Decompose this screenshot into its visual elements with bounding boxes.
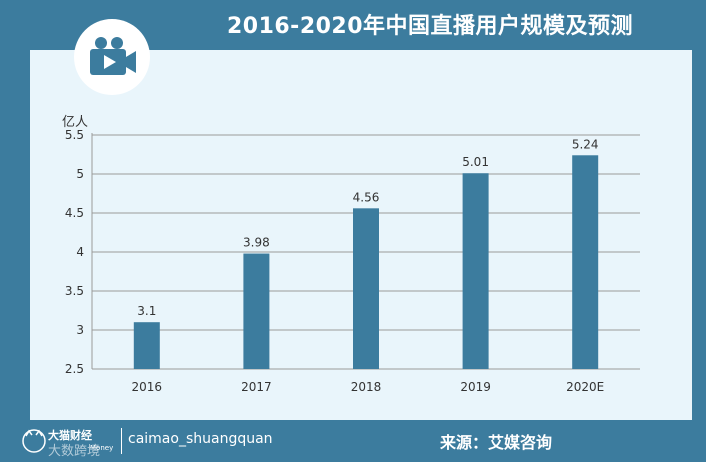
x-tick-label: 2019 [460,380,491,394]
bar [353,208,379,369]
brand-logo: 大猫财经 Money 大数跨境 [8,422,120,460]
x-tick-label: 2016 [132,380,163,394]
data-label: 5.01 [462,155,489,169]
bar [462,173,489,369]
y-tick-label: 5.5 [65,128,84,142]
page-title: 2016-2020年中国直播用户规模及预测 [226,14,634,39]
video-camera-icon [74,19,150,95]
data-label: 4.56 [353,190,380,204]
bar [572,155,599,369]
y-tick-label: 3 [76,323,84,337]
account-name: caimao_shuangquan [128,431,273,447]
watermark-text: 大数跨境 [48,444,100,459]
data-label: 5.24 [572,137,599,151]
y-tick-label: 5 [76,167,84,181]
x-tick-label: 2020E [566,380,604,394]
y-tick-label: 3.5 [65,284,84,298]
footer-divider [121,428,122,454]
footer: 大猫财经 Money 大数跨境 caimao_shuangquan 来源：艾媒咨… [0,420,706,462]
brand-name: 大猫财经 [48,428,92,442]
y-tick-label: 4 [76,245,84,259]
y-tick-label: 2.5 [65,362,84,376]
data-label: 3.98 [243,236,270,250]
y-tick-label: 4.5 [65,206,84,220]
bar [243,253,270,369]
bar [133,322,160,369]
data-label: 3.1 [137,304,156,318]
brand-sub: Money [90,444,113,452]
y-axis-label: 亿人 [62,115,89,130]
x-tick-label: 2018 [351,380,382,394]
x-tick-label: 2017 [241,380,272,394]
source-note: 来源：艾媒咨询 [440,433,553,452]
